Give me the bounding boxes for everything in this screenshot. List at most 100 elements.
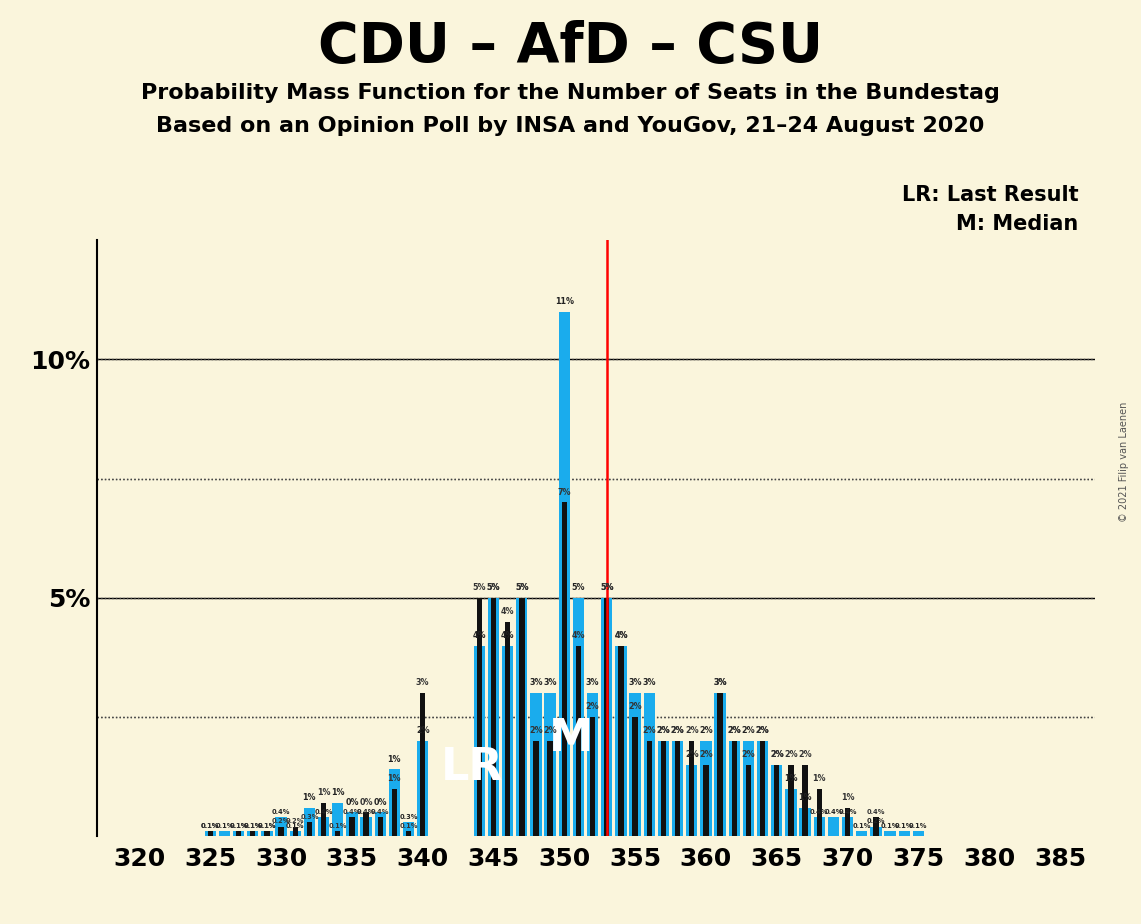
- Text: 1%: 1%: [388, 755, 402, 764]
- Bar: [913, 832, 924, 836]
- Bar: [689, 741, 695, 836]
- Text: 2%: 2%: [742, 750, 755, 759]
- Text: 3%: 3%: [642, 678, 656, 687]
- Text: 3%: 3%: [416, 678, 429, 687]
- Bar: [618, 646, 624, 836]
- Bar: [856, 832, 867, 836]
- Bar: [250, 832, 256, 836]
- Bar: [703, 765, 709, 836]
- Text: 2%: 2%: [755, 726, 769, 736]
- Bar: [827, 817, 839, 836]
- Text: 4%: 4%: [572, 631, 585, 639]
- Text: 0.1%: 0.1%: [201, 823, 219, 829]
- Text: 0.4%: 0.4%: [839, 808, 857, 815]
- Text: 2%: 2%: [585, 702, 599, 711]
- Bar: [304, 808, 315, 836]
- Text: 5%: 5%: [515, 583, 528, 592]
- Bar: [349, 817, 355, 836]
- Bar: [318, 817, 330, 836]
- Bar: [615, 646, 626, 836]
- Text: M: M: [549, 717, 593, 760]
- Bar: [788, 765, 794, 836]
- Bar: [502, 646, 513, 836]
- Bar: [531, 693, 542, 836]
- Text: 0.4%: 0.4%: [867, 808, 885, 815]
- Bar: [292, 827, 298, 836]
- Bar: [290, 832, 301, 836]
- Bar: [714, 693, 726, 836]
- Text: 0.4%: 0.4%: [810, 808, 828, 815]
- Bar: [248, 832, 258, 836]
- Text: 0.3%: 0.3%: [300, 813, 318, 820]
- Bar: [873, 817, 879, 836]
- Text: 2%: 2%: [799, 750, 812, 759]
- Text: 0.1%: 0.1%: [329, 823, 347, 829]
- Bar: [632, 717, 638, 836]
- Text: 0.1%: 0.1%: [216, 823, 234, 829]
- Bar: [844, 808, 850, 836]
- Text: 3%: 3%: [713, 678, 727, 687]
- Text: 0.4%: 0.4%: [342, 808, 362, 815]
- Bar: [363, 812, 369, 836]
- Bar: [559, 311, 570, 836]
- Bar: [884, 832, 896, 836]
- Bar: [307, 822, 313, 836]
- Text: 1%: 1%: [784, 773, 798, 783]
- Text: 5%: 5%: [515, 583, 528, 592]
- Bar: [576, 646, 581, 836]
- Text: 0%: 0%: [345, 797, 358, 807]
- Text: 0.1%: 0.1%: [258, 823, 276, 829]
- Bar: [403, 822, 414, 836]
- Bar: [647, 741, 652, 836]
- Bar: [346, 812, 357, 836]
- Text: 3%: 3%: [713, 678, 727, 687]
- Text: 3%: 3%: [529, 678, 543, 687]
- Text: 2%: 2%: [770, 750, 784, 759]
- Text: 2%: 2%: [699, 726, 713, 736]
- Text: 3%: 3%: [585, 678, 599, 687]
- Text: 0.1%: 0.1%: [243, 823, 262, 829]
- Text: 11%: 11%: [555, 297, 574, 306]
- Text: 0.4%: 0.4%: [357, 808, 375, 815]
- Text: 5%: 5%: [487, 583, 500, 592]
- Text: 0.1%: 0.1%: [895, 823, 914, 829]
- Bar: [817, 788, 822, 836]
- Text: 2%: 2%: [656, 726, 670, 736]
- Text: 0.1%: 0.1%: [286, 823, 305, 829]
- Text: 0.1%: 0.1%: [258, 823, 276, 829]
- Text: 2%: 2%: [415, 726, 429, 736]
- Bar: [586, 693, 598, 836]
- Bar: [332, 803, 343, 836]
- Text: 0%: 0%: [359, 797, 373, 807]
- Bar: [630, 693, 641, 836]
- Text: Based on an Opinion Poll by INSA and YouGov, 21–24 August 2020: Based on an Opinion Poll by INSA and You…: [156, 116, 985, 137]
- Bar: [275, 817, 286, 836]
- Bar: [236, 832, 241, 836]
- Bar: [743, 741, 754, 836]
- Text: 0.1%: 0.1%: [243, 823, 262, 829]
- Text: 4%: 4%: [614, 631, 628, 639]
- Bar: [204, 832, 216, 836]
- Text: 2%: 2%: [728, 726, 741, 736]
- Text: 0.4%: 0.4%: [371, 808, 389, 815]
- Text: 5%: 5%: [572, 583, 585, 592]
- Text: M: Median: M: Median: [956, 214, 1078, 235]
- Bar: [406, 832, 411, 836]
- Text: 1%: 1%: [317, 788, 330, 797]
- Bar: [601, 598, 613, 836]
- Bar: [661, 741, 666, 836]
- Text: 0%: 0%: [373, 797, 387, 807]
- Text: 0.2%: 0.2%: [272, 819, 290, 824]
- Bar: [233, 832, 244, 836]
- Text: 5%: 5%: [600, 583, 614, 592]
- Text: 0.1%: 0.1%: [881, 823, 899, 829]
- Text: 1%: 1%: [302, 793, 316, 802]
- Bar: [533, 741, 539, 836]
- Text: CDU – AfD – CSU: CDU – AfD – CSU: [318, 20, 823, 74]
- Text: 3%: 3%: [543, 678, 557, 687]
- Bar: [519, 598, 525, 836]
- Text: 4%: 4%: [472, 631, 486, 639]
- Text: © 2021 Filip van Laenen: © 2021 Filip van Laenen: [1119, 402, 1128, 522]
- Bar: [814, 817, 825, 836]
- Bar: [842, 817, 853, 836]
